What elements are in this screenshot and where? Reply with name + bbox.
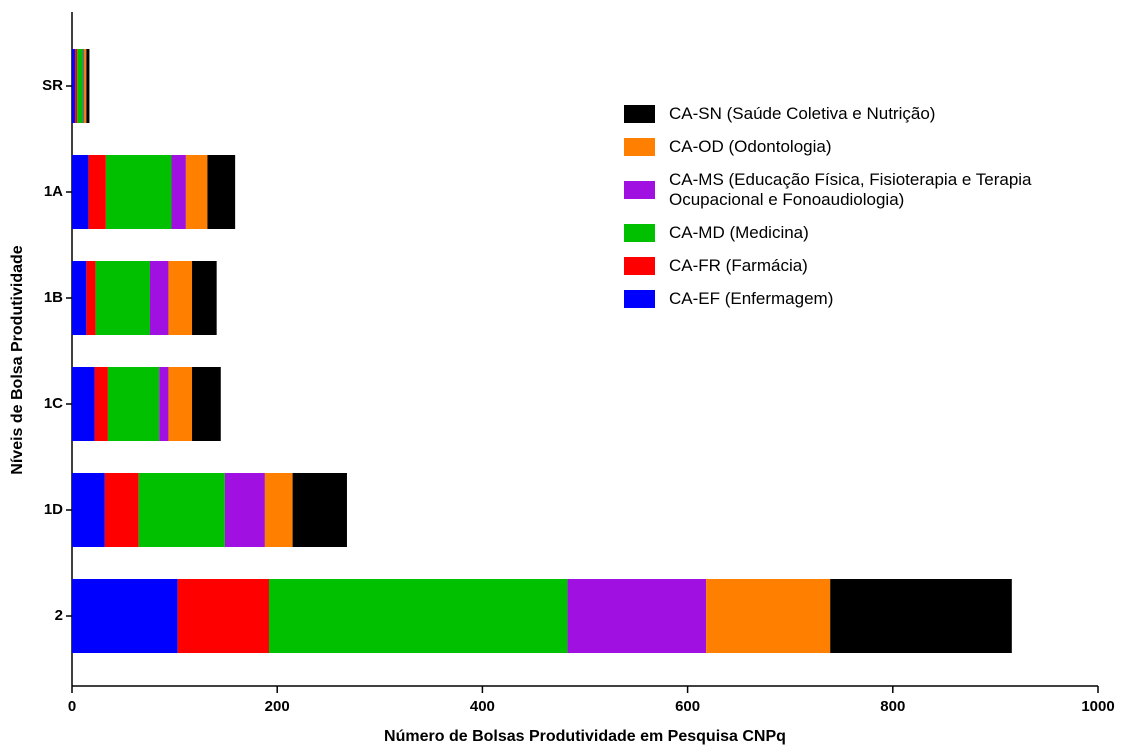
bar-segment bbox=[264, 473, 293, 547]
bar-segment bbox=[168, 261, 193, 335]
legend-swatch bbox=[624, 138, 655, 156]
bar-segment bbox=[72, 579, 178, 653]
legend: CA-SN (Saúde Coletiva e Nutrição) CA-OD (… bbox=[624, 104, 1049, 309]
bar-segment bbox=[72, 155, 89, 229]
legend-label: CA-MD (Medicina) bbox=[669, 223, 809, 242]
bar-segment bbox=[83, 49, 85, 123]
bar-segment bbox=[171, 155, 186, 229]
legend-label: CA-FR (Farmácia) bbox=[669, 256, 808, 275]
y-tick-label: 1B bbox=[44, 289, 63, 306]
legend-swatch bbox=[624, 290, 655, 308]
y-axis-title: Níveis de Bolsa Produtividade bbox=[9, 245, 26, 475]
bar-segment bbox=[138, 473, 225, 547]
legend-label: CA-SN (Saúde Coletiva e Nutrição) bbox=[669, 104, 936, 123]
bar-segment bbox=[72, 367, 95, 441]
legend-swatch bbox=[624, 105, 655, 123]
y-tick-label: SR bbox=[42, 77, 63, 94]
legend-swatch bbox=[624, 257, 655, 275]
legend-swatch bbox=[624, 224, 655, 242]
bar-segment bbox=[72, 261, 87, 335]
x-tick-label: 1000 bbox=[1081, 698, 1114, 715]
bar-segment bbox=[94, 367, 108, 441]
bar-segment bbox=[224, 473, 265, 547]
legend-item: CA-MD (Medicina) bbox=[624, 223, 1049, 243]
bar-segment bbox=[192, 261, 217, 335]
bar-segment bbox=[84, 49, 87, 123]
bar-segment bbox=[107, 367, 160, 441]
legend-item: CA-EF (Enfermagem) bbox=[624, 289, 1049, 309]
legend-item: CA-SN (Saúde Coletiva e Nutrição) bbox=[624, 104, 1049, 124]
bar-segment bbox=[706, 579, 831, 653]
x-tick-label: 600 bbox=[675, 698, 700, 715]
y-tick-label: 1C bbox=[44, 395, 63, 412]
bar-segment bbox=[77, 49, 84, 123]
legend-label: CA-EF (Enfermagem) bbox=[669, 289, 834, 308]
bar-segment bbox=[86, 49, 90, 123]
legend-label: CA-OD (Odontologia) bbox=[669, 137, 832, 156]
bar-segment bbox=[268, 579, 568, 653]
bar-segment bbox=[75, 49, 78, 123]
bar-segment bbox=[149, 261, 169, 335]
x-tick-label: 800 bbox=[880, 698, 905, 715]
bar-segment bbox=[72, 473, 105, 547]
legend-item: CA-FR (Farmácia) bbox=[624, 256, 1049, 276]
y-tick-label: 2 bbox=[55, 607, 63, 624]
legend-item: CA-OD (Odontologia) bbox=[624, 137, 1049, 157]
bar-segment bbox=[177, 579, 269, 653]
legend-swatch bbox=[624, 181, 655, 199]
legend-label: CA-MS (Educação Física, Fisioterapia e T… bbox=[669, 170, 1032, 209]
bar-segment bbox=[567, 579, 707, 653]
x-axis-title: Número de Bolsas Produtividade em Pesqui… bbox=[384, 728, 786, 745]
bar-segment bbox=[72, 49, 76, 123]
bar-segment bbox=[168, 367, 193, 441]
bar-segment bbox=[830, 579, 1012, 653]
legend-item: CA-MS (Educação Física, Fisioterapia e T… bbox=[624, 170, 1049, 210]
y-tick-label: 1D bbox=[44, 501, 63, 518]
x-tick-label: 400 bbox=[470, 698, 495, 715]
bar-segment bbox=[185, 155, 208, 229]
y-tick-label: 1A bbox=[44, 183, 63, 200]
bar-segment bbox=[105, 155, 172, 229]
bar-segment bbox=[207, 155, 236, 229]
bar-segment bbox=[95, 261, 150, 335]
bar-segment bbox=[86, 261, 96, 335]
bar-segment bbox=[159, 367, 169, 441]
bar-segment bbox=[292, 473, 347, 547]
bar-segment bbox=[192, 367, 221, 441]
bar-segment bbox=[104, 473, 139, 547]
x-tick-label: 0 bbox=[68, 698, 76, 715]
bar-segment bbox=[88, 155, 106, 229]
x-tick-label: 200 bbox=[265, 698, 290, 715]
